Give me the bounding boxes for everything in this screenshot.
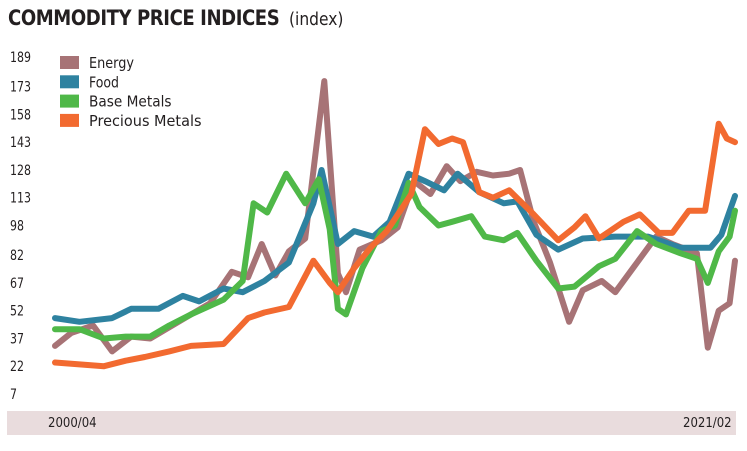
y-tick-label: 189	[10, 50, 31, 66]
legend-label: Food	[89, 73, 119, 91]
series-line-precious-metals	[52, 120, 738, 370]
legend-label: Energy	[89, 54, 134, 72]
y-tick-label: 52	[10, 304, 24, 320]
x-axis-band	[7, 411, 736, 435]
series-line-base-metals	[52, 170, 738, 342]
y-tick-label: 173	[10, 80, 31, 96]
y-tick-label: 67	[10, 276, 24, 292]
y-tick-label: 37	[10, 331, 24, 347]
x-tick-label-end: 2021/02	[683, 416, 732, 431]
y-tick-label: 158	[10, 107, 31, 123]
y-tick-label: 82	[10, 248, 24, 264]
y-tick-label: 128	[10, 163, 31, 179]
series-line-food	[52, 167, 738, 325]
legend-swatch	[60, 75, 79, 89]
y-tick-label: 22	[10, 359, 24, 375]
legend-label: Precious Metals	[89, 112, 202, 130]
legend-swatch	[60, 113, 79, 127]
y-tick-label: 98	[10, 219, 24, 235]
chart-title-unit: (index)	[289, 9, 344, 30]
legend-swatch	[60, 94, 79, 108]
legend-swatch	[60, 56, 79, 69]
legend-label: Base Metals	[89, 93, 172, 111]
chart-title: COMMODITY PRICE INDICES (index)	[8, 6, 353, 30]
y-tick-label: 7	[10, 387, 17, 403]
y-tick-label: 113	[10, 191, 31, 207]
y-tick-label: 143	[10, 135, 31, 151]
x-tick-label-start: 2000/04	[48, 416, 97, 431]
chart-title-text: COMMODITY PRICE INDICES	[8, 6, 280, 30]
